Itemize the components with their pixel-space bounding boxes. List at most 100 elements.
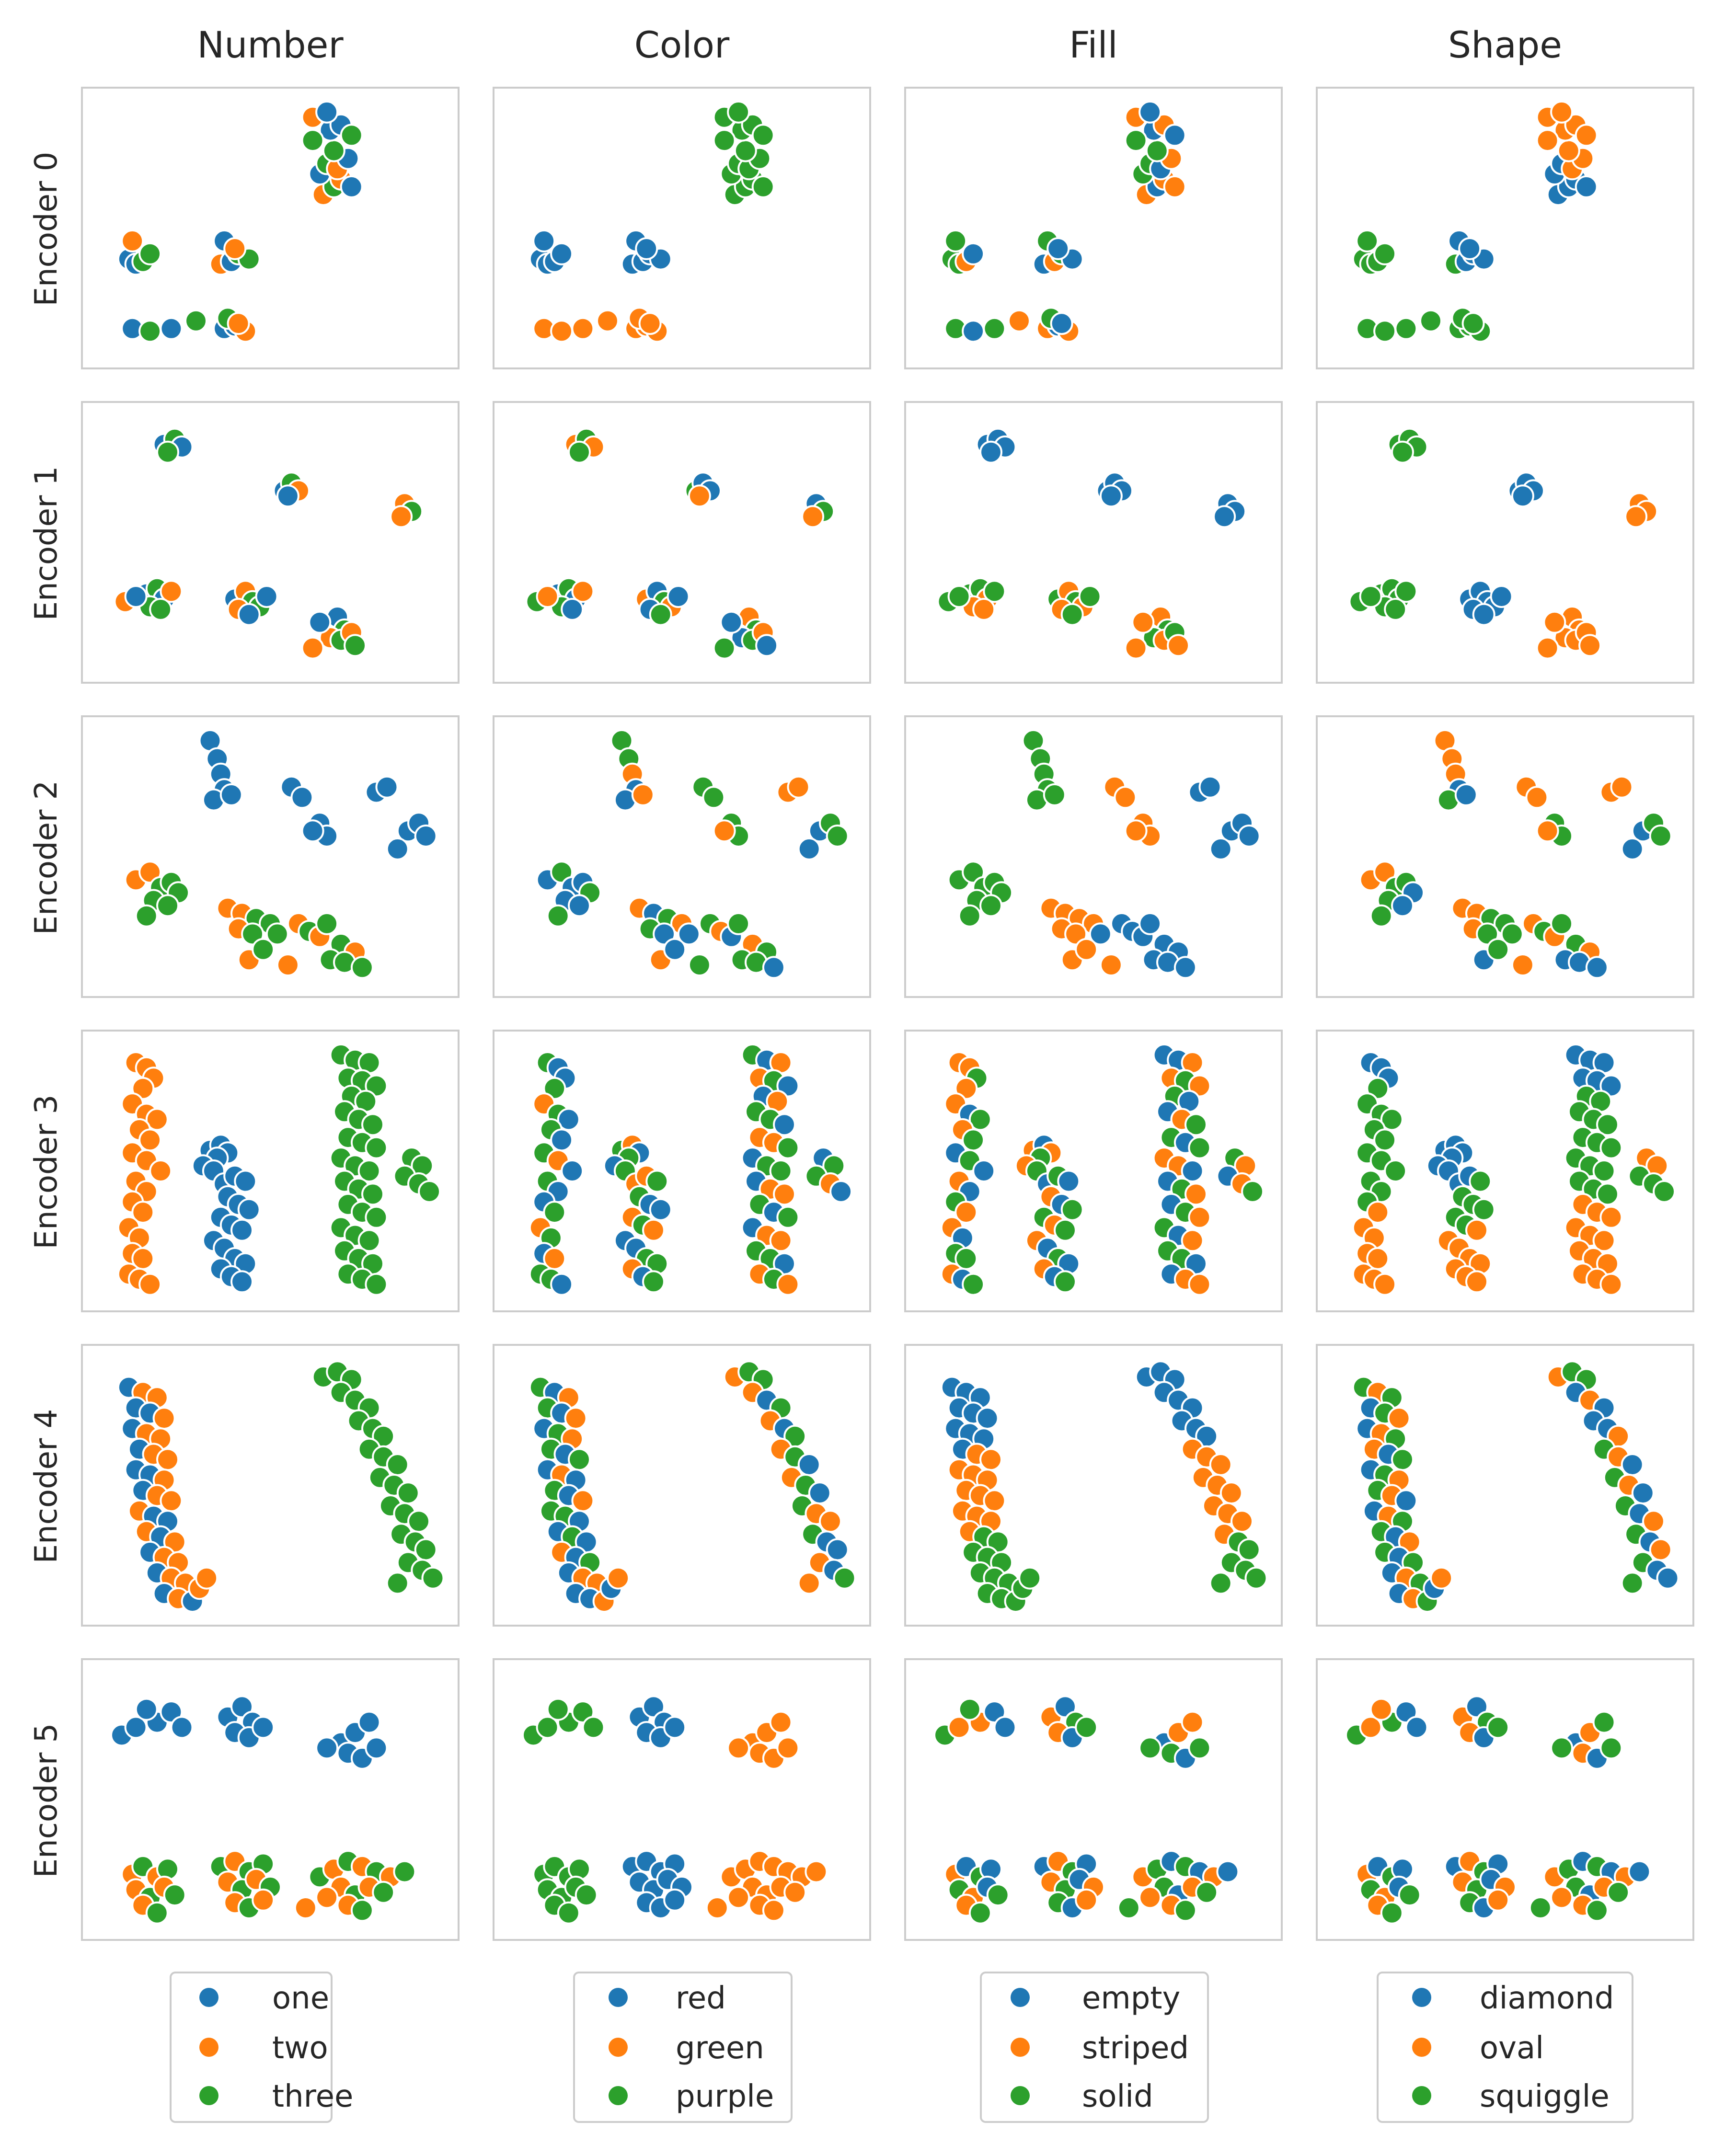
data-point	[1394, 580, 1418, 603]
data-point	[227, 312, 250, 335]
data-point	[357, 1159, 381, 1182]
data-point	[1145, 139, 1169, 162]
data-point	[663, 938, 687, 961]
legend-label: diamond	[1480, 1981, 1614, 2016]
data-point	[344, 634, 367, 657]
data-point	[571, 1489, 595, 1513]
data-point	[160, 580, 183, 603]
legend-marker-green	[199, 2086, 218, 2105]
data-point	[1054, 1218, 1077, 1242]
legend-marker-blue	[1011, 1988, 1030, 2007]
data-point	[769, 1229, 793, 1252]
data-point	[947, 585, 971, 608]
row-label-encoder-5: Encoder 5	[29, 1723, 64, 1878]
row-label-encoder-0: Encoder 0	[29, 152, 64, 307]
legend-color: red green purple	[573, 1972, 793, 2123]
data-point	[1078, 585, 1102, 608]
data-point	[1237, 1538, 1261, 1561]
data-point	[160, 1700, 183, 1724]
data-point	[550, 860, 574, 884]
legend-marker-green	[609, 2086, 628, 2105]
data-point	[1649, 825, 1672, 848]
data-point	[1138, 1736, 1162, 1760]
legend-frame	[980, 1972, 1209, 2123]
data-point	[276, 484, 299, 508]
data-point	[705, 1896, 729, 1919]
data-point	[720, 610, 743, 634]
column-title-number: Number	[197, 23, 344, 66]
data-point	[1649, 1538, 1672, 1561]
data-point	[1486, 1716, 1510, 1739]
data-point	[1131, 610, 1155, 634]
data-point	[582, 1716, 605, 1739]
legend-label: empty	[1082, 1981, 1180, 2016]
data-point	[1578, 634, 1602, 657]
data-point	[979, 894, 1002, 917]
data-point	[1592, 1159, 1616, 1182]
column-title-shape: Shape	[1448, 23, 1562, 66]
data-point	[1550, 912, 1574, 935]
data-point	[550, 242, 574, 265]
data-point	[727, 100, 750, 124]
data-point	[1550, 1886, 1574, 1909]
data-point	[396, 1481, 420, 1505]
data-point	[156, 440, 179, 464]
data-point	[1117, 1896, 1140, 1919]
data-point	[1167, 634, 1190, 657]
data-point	[1089, 922, 1112, 946]
data-point	[138, 860, 162, 884]
data-point	[252, 1716, 275, 1739]
data-point	[1075, 1888, 1098, 1912]
data-point	[1060, 603, 1084, 626]
data-point	[372, 1881, 395, 1904]
data-point	[223, 237, 247, 260]
data-point	[1209, 837, 1232, 860]
data-point	[801, 505, 825, 528]
data-point	[301, 129, 324, 152]
legend-marker-blue	[1412, 1988, 1431, 2007]
data-point	[138, 1273, 162, 1296]
data-point	[713, 819, 736, 843]
data-point	[1230, 1510, 1254, 1533]
data-point	[124, 1716, 148, 1739]
data-point	[751, 124, 775, 147]
data-point	[1599, 1736, 1623, 1760]
data-point	[1163, 124, 1186, 147]
data-point	[1114, 786, 1137, 809]
data-point	[550, 1273, 574, 1296]
data-point	[1244, 1566, 1268, 1590]
data-point	[1454, 783, 1478, 806]
data-point	[252, 1888, 275, 1912]
data-point	[1373, 242, 1397, 265]
data-point	[642, 1695, 665, 1719]
data-point	[663, 1888, 687, 1912]
data-point	[536, 1716, 559, 1739]
data-point	[649, 1198, 672, 1221]
data-point	[365, 1736, 388, 1760]
data-point	[1525, 786, 1549, 809]
data-point	[954, 1201, 978, 1224]
data-point	[241, 922, 264, 946]
data-point	[962, 320, 985, 343]
data-point	[776, 1273, 800, 1296]
data-point	[361, 1182, 384, 1206]
data-point	[727, 1736, 750, 1760]
data-point	[1653, 1180, 1676, 1203]
data-point	[1018, 1566, 1042, 1590]
data-point	[1394, 317, 1418, 340]
data-point	[667, 585, 690, 608]
data-point	[1359, 1716, 1382, 1739]
data-point	[958, 904, 981, 928]
data-point	[361, 1113, 384, 1136]
data-point	[1173, 956, 1197, 979]
legend-label: squiggle	[1480, 2079, 1610, 2114]
data-point	[1607, 1881, 1630, 1904]
data-point	[787, 775, 810, 799]
data-point	[340, 175, 363, 198]
legend-marker-green	[1412, 2086, 1431, 2105]
data-point	[1486, 1888, 1510, 1912]
row-label-encoder-1: Encoder 1	[29, 466, 64, 621]
data-point	[1465, 1218, 1488, 1242]
data-point	[819, 1510, 842, 1533]
data-point	[631, 783, 655, 806]
